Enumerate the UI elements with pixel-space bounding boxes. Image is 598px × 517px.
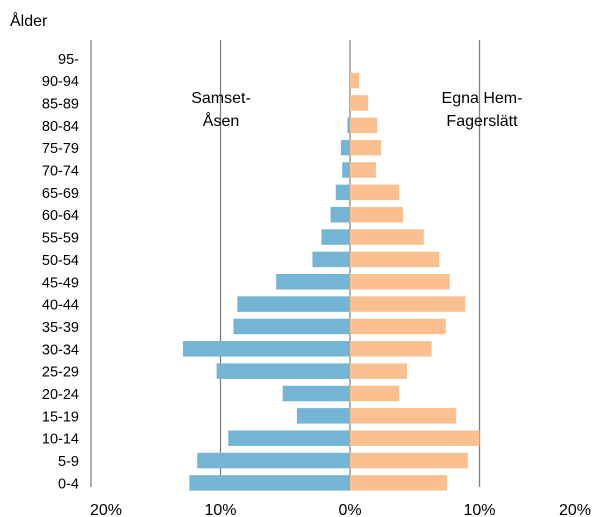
bar-right-20-24 [350,385,400,402]
x-tick-label: 0% [338,502,361,517]
bar-right-80-84 [350,117,378,134]
bar-left-80-84 [347,117,350,134]
bar-left-75-79 [340,139,350,156]
bar-right-40-44 [350,296,466,312]
bar-right-65-69 [350,184,400,201]
x-tick-label: 10% [204,502,236,517]
bars [182,72,480,491]
bar-right-5-9 [350,452,468,469]
category-label: 50-54 [42,253,79,269]
bar-left-15-19 [296,408,350,424]
bar-right-45-49 [350,274,450,290]
category-label: 10-14 [42,432,79,448]
bar-right-90-94 [350,72,360,89]
bar-left-60-64 [330,206,350,223]
bar-right-10-14 [350,430,480,446]
bar-right-75-79 [350,139,382,156]
category-label: 70-74 [42,164,79,180]
category-label: 40-44 [42,298,79,314]
category-label: 80-84 [42,119,79,135]
bar-left-10-14 [228,430,350,446]
bar-right-35-39 [350,318,446,335]
bar-right-50-54 [350,251,440,268]
bar-left-25-29 [216,363,350,379]
category-label: 65-69 [42,186,79,202]
bar-left-35-39 [233,318,350,335]
category-label: 35-39 [42,320,79,336]
x-tick-labels: 20% 10% 0% 10% 20% [90,502,591,517]
bar-right-60-64 [350,206,404,223]
bar-right-85-89 [350,95,369,111]
bar-left-65-69 [335,184,350,201]
bar-left-70-74 [342,162,350,178]
bar-left-50-54 [312,251,350,268]
bar-left-30-34 [182,341,350,357]
x-tick-label: 10% [463,502,495,517]
category-label: 20-24 [42,387,79,403]
series-label-right-line2: Fagerslätt [446,113,518,130]
category-label: 5-9 [58,454,79,470]
bar-left-0-4 [189,475,350,491]
bar-left-55-59 [321,229,350,245]
bar-left-20-24 [282,385,350,402]
category-label: 30-34 [42,342,79,358]
category-label: 55-59 [42,231,79,247]
bar-right-25-29 [350,363,407,379]
series-label-right-line1: Egna Hem- [442,90,523,107]
bar-left-40-44 [237,296,350,312]
bar-left-45-49 [276,274,350,290]
category-label: 15-19 [42,409,79,425]
category-label: 45-49 [42,275,79,291]
bar-right-15-19 [350,408,457,424]
category-label: 75-79 [42,141,79,157]
category-label: 95- [58,52,79,68]
x-tick-label: 20% [90,502,122,517]
category-labels: 0-4 5-9 10-14 15-19 20-24 25-29 30-34 35-39 40-4… [42,52,79,493]
bar-right-70-74 [350,162,376,178]
series-label-left-line1: Samset- [191,90,251,107]
series-label-left-line2: Åsen [203,111,239,130]
category-label: 60-64 [42,208,79,224]
category-label: 0-4 [58,476,79,492]
bar-left-5-9 [197,452,350,469]
bar-right-55-59 [350,229,424,245]
category-label: 25-29 [42,365,79,381]
bar-right-30-34 [350,341,432,357]
category-label: 90-94 [42,74,79,90]
bar-right-0-4 [350,475,448,491]
category-label: 85-89 [42,96,79,112]
y-axis-title: Ålder [10,11,48,30]
x-tick-label: 20% [559,502,591,517]
